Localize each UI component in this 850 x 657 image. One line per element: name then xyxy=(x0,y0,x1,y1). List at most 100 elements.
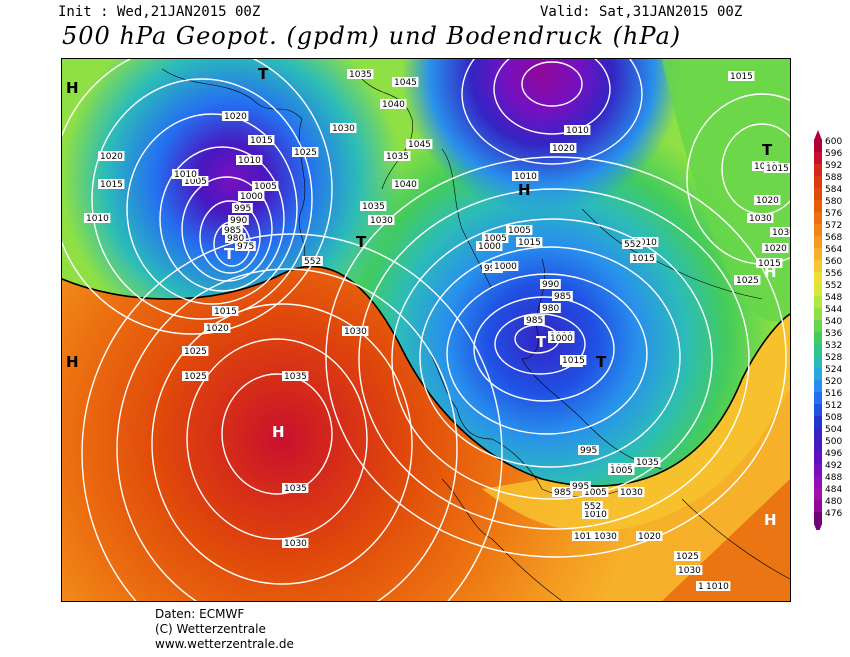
legend-swatch xyxy=(814,308,822,320)
pressure-label: 552 xyxy=(304,257,321,267)
pressure-label: 1015 xyxy=(632,254,655,264)
legend-label: 516 xyxy=(825,389,842,399)
pressure-label-bg xyxy=(764,163,790,173)
pressure-label: 1020 xyxy=(638,532,661,542)
legend-label: 508 xyxy=(825,413,842,423)
pressure-label-bg xyxy=(360,201,387,211)
pressure-label: 1025 xyxy=(184,372,207,382)
pressure-label-bg xyxy=(330,123,357,133)
pressure-label-bg xyxy=(182,176,209,186)
pressure-label-bg xyxy=(572,531,599,541)
pressure-label-bg xyxy=(632,237,659,247)
pressure-labels: 1035 1045 1040 1045 1035 1030 1040 1035 1030 1025… xyxy=(84,69,790,592)
pressure-label-bg xyxy=(548,333,575,343)
pressure-label: 980 xyxy=(227,234,244,244)
pressure-label: 1030 xyxy=(284,539,307,549)
pressure-label: 1020 xyxy=(224,112,247,122)
pressure-label-bg xyxy=(225,233,246,243)
pressure-label-bg xyxy=(98,179,125,189)
pressure-label-bg xyxy=(182,371,209,381)
legend-arrow-top xyxy=(814,130,822,140)
legend-swatch xyxy=(814,488,822,500)
pressure-label-bg xyxy=(582,487,609,497)
pressure-label-bg xyxy=(636,531,663,541)
pressure-label: 1010 xyxy=(238,156,261,166)
pressure-label-bg xyxy=(232,203,253,213)
pressure-label: 1020 xyxy=(100,152,123,162)
legend-label: 580 xyxy=(825,197,842,207)
pressure-label-bg xyxy=(728,71,755,81)
pressure-label: 1005 xyxy=(184,177,207,187)
legend-swatch xyxy=(814,512,822,524)
legend-swatch xyxy=(814,260,822,272)
legend-swatch xyxy=(814,164,822,176)
pressure-label-bg xyxy=(248,135,275,145)
legend-label: 548 xyxy=(825,293,842,303)
pressure-label: 1005 xyxy=(508,226,531,236)
pressure-label: 1015 xyxy=(574,532,597,542)
legend-swatch xyxy=(814,368,822,380)
low-pressure-marker: T xyxy=(356,233,367,251)
pressure-label: 1015 xyxy=(766,164,789,174)
pressure-label: 1010 xyxy=(514,172,537,182)
pressure-label-bg xyxy=(406,139,433,149)
pressure-label: 1040 xyxy=(394,180,417,190)
pressure-label-bg xyxy=(506,225,533,235)
pressure-label: 1030 xyxy=(678,566,701,576)
pressure-label: 1025 xyxy=(294,148,317,158)
pressure-label: 1000 xyxy=(240,192,263,202)
legend-label: 492 xyxy=(825,461,842,471)
legend-swatch xyxy=(814,224,822,236)
legend-swatch xyxy=(814,152,822,164)
pressure-label: 995 xyxy=(572,482,589,492)
legend-label: 528 xyxy=(825,353,842,363)
pressure-label-bg xyxy=(560,355,587,365)
pressure-label-bg xyxy=(482,233,509,243)
pressure-label: 1030 xyxy=(370,216,393,226)
pressure-label: 1030 xyxy=(594,532,617,542)
legend-swatch xyxy=(814,296,822,308)
legend-label: 576 xyxy=(825,209,842,219)
legend-label: 540 xyxy=(825,317,842,327)
pressure-label: 1035 xyxy=(362,202,385,212)
pressure-label: 1020 xyxy=(206,324,229,334)
low-pressure-marker: T xyxy=(762,141,773,159)
pressure-label-bg xyxy=(222,111,249,121)
legend-swatch xyxy=(814,272,822,284)
pressure-label-bg xyxy=(550,143,577,153)
legend-label: 592 xyxy=(825,161,842,171)
pressure-label: 1040 xyxy=(382,100,405,110)
pressure-label: 1010 xyxy=(584,510,607,520)
pressure-label-bg xyxy=(302,256,323,266)
legend-swatch xyxy=(814,428,822,440)
pressure-label: 1010 xyxy=(174,170,197,180)
low-pressure-marker: T xyxy=(536,333,547,351)
pressure-label: 1035 xyxy=(386,152,409,162)
pressure-label-bg xyxy=(570,481,591,491)
pressure-label-bg xyxy=(492,261,519,271)
pressure-label: 1025 xyxy=(676,552,699,562)
legend-swatch xyxy=(814,464,822,476)
pressure-label-bg xyxy=(212,306,239,316)
pressure-label: 1010 xyxy=(566,126,589,136)
legend-swatch xyxy=(814,212,822,224)
pressure-label-bg xyxy=(608,465,635,475)
pressure-label: 1000 xyxy=(550,334,573,344)
pressure-label-bg xyxy=(754,195,781,205)
legend-swatch xyxy=(814,332,822,344)
pressure-label: 985 xyxy=(554,292,571,302)
legend-swatch xyxy=(814,236,822,248)
legend-swatch xyxy=(814,176,822,188)
pressure-label: 995 xyxy=(234,204,251,214)
legend-swatch xyxy=(814,392,822,404)
high-pressure-marker: H xyxy=(66,79,79,97)
pressure-label: 1015 xyxy=(518,238,541,248)
pressure-label: 1045 xyxy=(408,140,431,150)
legend-swatch xyxy=(814,380,822,392)
pressure-label: 1010 xyxy=(86,214,109,224)
pressure-label-bg xyxy=(392,77,419,87)
pressure-label: 990 xyxy=(542,280,559,290)
legend-label: 524 xyxy=(825,365,842,375)
pressure-label-bg xyxy=(512,171,539,181)
pressure-label-bg xyxy=(228,215,249,225)
